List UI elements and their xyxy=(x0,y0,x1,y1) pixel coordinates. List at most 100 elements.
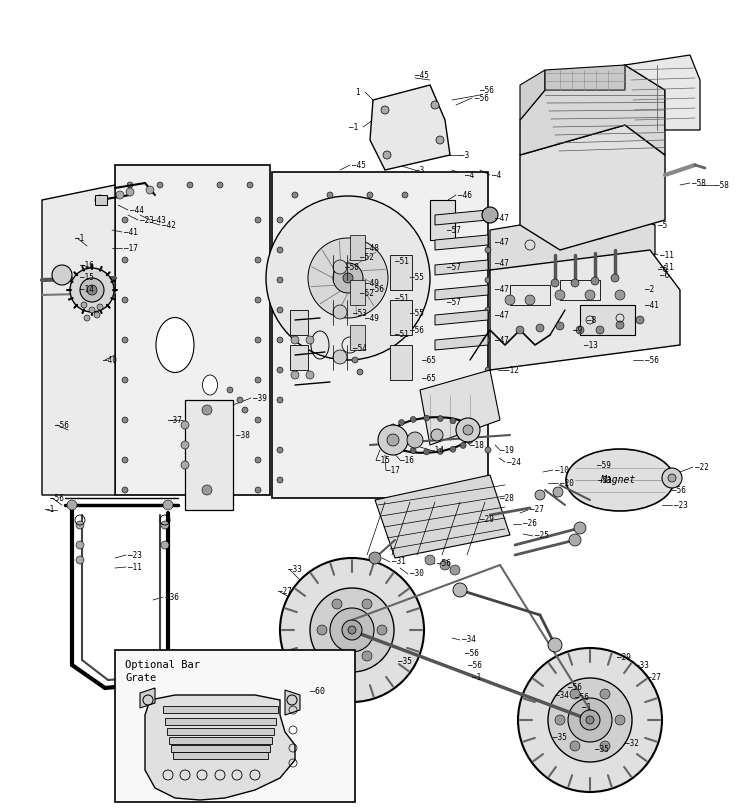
Text: —8: —8 xyxy=(587,316,596,324)
Circle shape xyxy=(277,307,283,313)
Polygon shape xyxy=(285,690,300,715)
Polygon shape xyxy=(435,260,488,275)
Circle shape xyxy=(574,522,586,534)
Circle shape xyxy=(505,295,515,305)
Circle shape xyxy=(431,429,443,441)
Text: —55: —55 xyxy=(410,308,424,317)
Circle shape xyxy=(485,337,491,343)
Text: —2: —2 xyxy=(645,286,655,294)
Circle shape xyxy=(80,278,104,302)
Circle shape xyxy=(485,397,491,403)
Text: —1: —1 xyxy=(472,674,481,683)
Circle shape xyxy=(76,556,84,564)
Circle shape xyxy=(461,443,466,448)
Text: —49: —49 xyxy=(365,278,379,287)
Circle shape xyxy=(126,188,134,196)
Polygon shape xyxy=(490,210,655,275)
Bar xyxy=(165,718,276,725)
Circle shape xyxy=(378,425,408,455)
Text: —56: —56 xyxy=(370,286,384,294)
Circle shape xyxy=(122,487,128,493)
Circle shape xyxy=(596,326,604,334)
Text: —54: —54 xyxy=(353,344,367,353)
Circle shape xyxy=(568,698,612,742)
Bar xyxy=(390,255,412,290)
Polygon shape xyxy=(545,65,625,90)
Text: —59: —59 xyxy=(597,460,611,469)
Circle shape xyxy=(466,426,473,433)
Circle shape xyxy=(217,182,223,188)
Circle shape xyxy=(227,387,233,393)
Circle shape xyxy=(187,182,193,188)
Bar xyxy=(185,400,233,510)
Circle shape xyxy=(332,651,342,661)
Circle shape xyxy=(615,715,625,725)
Text: —31: —31 xyxy=(392,557,406,566)
Circle shape xyxy=(327,192,333,198)
Circle shape xyxy=(157,182,163,188)
Polygon shape xyxy=(145,695,295,800)
Text: —5: —5 xyxy=(658,221,667,230)
Text: —1: —1 xyxy=(582,704,591,713)
Circle shape xyxy=(266,196,430,360)
Circle shape xyxy=(277,397,283,403)
Circle shape xyxy=(255,217,261,223)
Bar xyxy=(580,305,635,335)
Text: —47: —47 xyxy=(495,260,509,269)
Bar xyxy=(390,345,412,380)
Text: —47: —47 xyxy=(495,286,509,294)
Circle shape xyxy=(518,648,662,792)
Text: —55: —55 xyxy=(410,273,424,282)
Circle shape xyxy=(357,369,363,375)
Circle shape xyxy=(438,416,444,421)
Circle shape xyxy=(277,217,283,223)
Circle shape xyxy=(570,689,580,699)
Bar xyxy=(173,752,268,759)
Text: —4: —4 xyxy=(492,171,501,180)
Circle shape xyxy=(337,357,343,363)
Circle shape xyxy=(390,424,396,430)
Circle shape xyxy=(127,182,133,188)
Text: —57: —57 xyxy=(447,298,461,307)
Polygon shape xyxy=(625,55,700,130)
Circle shape xyxy=(277,277,283,283)
Circle shape xyxy=(385,430,392,435)
Text: —13: —13 xyxy=(584,341,598,349)
Text: —3: —3 xyxy=(415,166,424,175)
Text: —14: —14 xyxy=(430,446,444,455)
Circle shape xyxy=(576,326,584,334)
Text: —51: —51 xyxy=(395,294,409,303)
Circle shape xyxy=(636,316,644,324)
Text: —25: —25 xyxy=(535,532,549,540)
Circle shape xyxy=(181,461,189,469)
Bar xyxy=(115,650,355,802)
Text: —11: —11 xyxy=(660,262,674,272)
Circle shape xyxy=(555,290,565,300)
Text: —3: —3 xyxy=(460,150,469,159)
Polygon shape xyxy=(520,70,545,120)
Circle shape xyxy=(122,217,128,223)
Text: —35: —35 xyxy=(595,746,609,755)
Text: 1: 1 xyxy=(356,87,360,96)
Circle shape xyxy=(485,247,491,253)
Text: —58: —58 xyxy=(692,179,706,188)
Circle shape xyxy=(586,716,594,724)
Text: —51: —51 xyxy=(395,329,409,338)
Text: Grate: Grate xyxy=(125,673,156,683)
Text: —56: —56 xyxy=(437,560,451,569)
Polygon shape xyxy=(375,475,510,558)
Text: —41: —41 xyxy=(645,300,659,310)
Circle shape xyxy=(255,337,261,343)
Text: —35: —35 xyxy=(553,732,567,742)
Circle shape xyxy=(330,608,374,652)
Circle shape xyxy=(668,474,676,482)
Circle shape xyxy=(553,487,563,497)
Text: —48: —48 xyxy=(365,244,379,252)
Circle shape xyxy=(362,599,372,609)
Text: —47: —47 xyxy=(495,214,509,222)
Circle shape xyxy=(87,285,97,295)
Circle shape xyxy=(333,305,347,319)
Circle shape xyxy=(67,500,77,510)
Text: —12: —12 xyxy=(505,366,519,375)
Circle shape xyxy=(410,447,416,454)
